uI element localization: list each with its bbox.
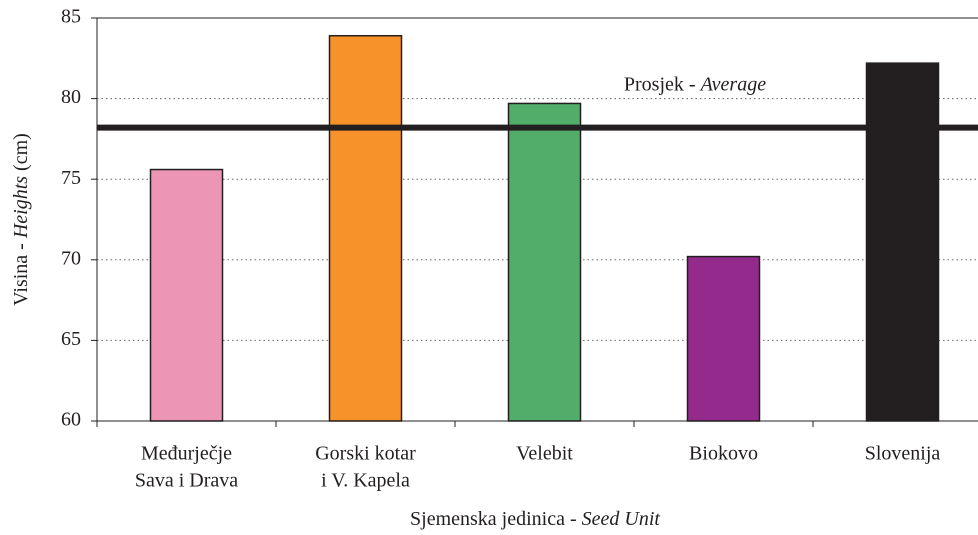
y-axis-label: Visina - Heights (cm) [10, 133, 32, 306]
y-axis-label-text: Visina - [10, 243, 32, 306]
x-axis-label-text: Sjemenska jedinica - [410, 508, 577, 530]
bar [328, 34, 403, 422]
x-tick-label: Sava i Drava [135, 470, 238, 492]
average-label-text: Prosjek - [624, 73, 696, 95]
x-tick-label: i V. Kapela [321, 470, 410, 492]
x-tick-label: Međurječje [141, 443, 232, 465]
y-tick-label: 85 [61, 6, 81, 28]
y-axis-label-text: (cm) [10, 133, 32, 171]
x-axis-label-text: Seed Unit [582, 508, 661, 530]
y-tick-label: 65 [61, 328, 81, 350]
bar [507, 102, 582, 422]
bar [149, 168, 224, 422]
bar [686, 255, 761, 422]
y-axis-label-text: Heights [10, 176, 32, 239]
y-tick-label: 75 [61, 167, 81, 189]
y-tick-label: 80 [61, 86, 81, 108]
y-tick-label: 70 [61, 247, 81, 269]
average-label-text: Average [699, 73, 767, 95]
bar [865, 62, 940, 422]
x-tick-label: Velebit [516, 443, 573, 465]
x-axis-label: Sjemenska jedinica - Seed Unit [410, 508, 660, 530]
y-tick-label: 60 [61, 409, 81, 431]
x-tick-label: Gorski kotar [315, 443, 416, 465]
x-tick-label: Biokovo [689, 443, 758, 465]
average-label: Prosjek - Average [624, 73, 766, 95]
x-tick-label: Slovenija [865, 443, 941, 465]
